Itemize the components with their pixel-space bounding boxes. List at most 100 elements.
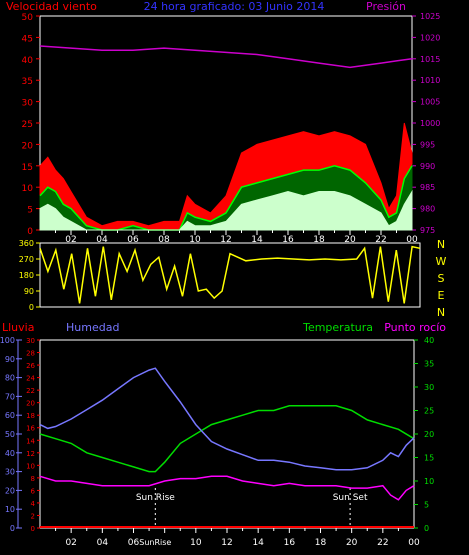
rain-y-tick-label: 4	[31, 500, 36, 508]
humidity-y-tick-label: 20	[5, 486, 15, 495]
temp-y-tick-label: 5	[424, 501, 429, 510]
compass-label: W	[436, 255, 447, 268]
humidity-y-tick-label: 0	[10, 524, 15, 533]
rain-axis-label: Lluvia	[2, 321, 34, 334]
temp-y-tick-label: 40	[424, 336, 434, 345]
pressure-y-tick-label: 1015	[420, 55, 440, 64]
humidity-y-tick-label: 80	[5, 374, 15, 383]
wind-avg-area	[39, 189, 413, 231]
rain-y-tick-label: 22	[26, 387, 35, 395]
rain-y-tick-label: 10	[26, 462, 35, 470]
wind-y-tick-label: 25	[22, 120, 33, 130]
pressure-y-tick-label: 975	[420, 226, 435, 235]
direction-y-tick-label: 270	[19, 255, 34, 264]
humidity-y-tick-label: 40	[5, 449, 15, 458]
wind-x-tick-label: 22	[375, 235, 386, 245]
climate-x-tick-label: 22	[377, 538, 388, 548]
climate-x-tick-label: 10	[190, 538, 202, 548]
rain-y-tick-label: 24	[26, 375, 35, 383]
compass-label: N	[437, 306, 445, 319]
wind-x-tick-label: 14	[251, 235, 263, 245]
pressure-y-tick-label: 1025	[420, 12, 440, 21]
temp-y-tick-label: 0	[424, 524, 429, 533]
wind-y-tick-label: 15	[22, 163, 33, 173]
pressure-y-tick-label: 995	[420, 140, 435, 149]
temperature-axis-label: Temperatura	[302, 321, 373, 334]
wind-x-tick-label: 08	[158, 235, 170, 245]
wind-x-tick-label: 10	[189, 235, 201, 245]
direction-y-tick-label: 0	[29, 303, 34, 312]
climate-x-tick-label: 04	[97, 538, 109, 548]
humidity-axis-label: Humedad	[66, 321, 119, 334]
rain-y-tick-label: 18	[26, 412, 35, 420]
pressure-axis-label: Presión	[366, 0, 406, 13]
rain-y-tick-label: 26	[26, 362, 35, 370]
temp-y-tick-label: 20	[424, 430, 434, 439]
wind-x-tick-label: 12	[220, 235, 231, 245]
temp-y-tick-label: 15	[424, 454, 434, 463]
wind-y-tick-label: 45	[22, 34, 33, 44]
pressure-y-tick-label: 1000	[420, 119, 440, 128]
humidity-y-tick-label: 10	[5, 505, 15, 514]
temp-y-tick-label: 35	[424, 360, 434, 369]
pressure-y-tick-label: 985	[420, 183, 435, 192]
wind-x-tick-label: 04	[96, 235, 108, 245]
temperature-line	[39, 405, 415, 473]
rain-y-tick-label: 20	[26, 400, 35, 408]
pressure-y-tick-label: 1020	[420, 33, 440, 42]
climate-x-tick-label: 18	[315, 538, 327, 548]
wind-y-tick-label: 50	[22, 13, 34, 23]
wind-y-tick-label: 10	[22, 184, 34, 194]
rain-y-tick-label: 12	[26, 450, 35, 458]
dewpoint-axis-label: Punto rocío	[384, 321, 446, 334]
sunrise-label: Sun Rise	[136, 493, 175, 503]
wind-y-tick-label: 5	[27, 206, 33, 216]
climate-x-tick-label: 06	[128, 538, 140, 548]
direction-y-tick-label: 360	[19, 239, 34, 248]
pressure-y-tick-label: 1005	[420, 98, 440, 107]
sunset-label: Sun Set	[333, 493, 368, 503]
humidity-y-tick-label: 70	[5, 392, 15, 401]
wind-x-tick-label: 06	[127, 235, 139, 245]
wind-y-tick-label: 0	[27, 227, 33, 237]
wind-y-tick-label: 20	[22, 141, 34, 151]
humidity-y-tick-label: 100	[0, 336, 15, 345]
wind-y-tick-label: 40	[22, 56, 34, 66]
compass-label: E	[438, 289, 445, 302]
direction-line	[39, 245, 421, 304]
rain-y-tick-label: 2	[31, 512, 35, 520]
rain-y-tick-label: 6	[31, 487, 36, 495]
humidity-y-tick-label: 30	[5, 468, 15, 477]
wind-mid-line	[39, 165, 413, 231]
wind-x-tick-label: 16	[282, 235, 294, 245]
climate-x-tick-label: 12	[221, 538, 232, 548]
rain-y-tick-label: 30	[26, 337, 35, 345]
wind-x-tick-label: 00	[406, 235, 418, 245]
wind-y-tick-label: 30	[22, 99, 34, 109]
direction-y-tick-label: 90	[24, 287, 34, 296]
temp-y-tick-label: 30	[424, 383, 434, 392]
rain-y-tick-label: 8	[31, 475, 35, 483]
climate-x-tick-label: 14	[252, 538, 264, 548]
climate-x-tick-label: 00	[408, 538, 420, 548]
dewpoint-line	[39, 475, 415, 501]
humidity-line	[39, 367, 415, 471]
pressure-y-tick-label: 1010	[420, 76, 440, 85]
rain-y-tick-label: 16	[26, 425, 35, 433]
wind-x-tick-label: 02	[65, 235, 76, 245]
humidity-y-tick-label: 50	[5, 430, 15, 439]
compass-label: S	[438, 272, 445, 285]
temp-y-tick-label: 25	[424, 407, 434, 416]
rain-y-tick-label: 14	[26, 437, 35, 445]
humidity-y-tick-label: 90	[5, 355, 15, 364]
climate-x-tick-label: 02	[65, 538, 76, 548]
climate-x-tick-label: 20	[346, 538, 358, 548]
climate-x-tick-label: 16	[284, 538, 296, 548]
rain-y-tick-label: 28	[26, 350, 35, 358]
wind-y-tick-label: 35	[22, 77, 33, 87]
humidity-y-tick-label: 60	[5, 411, 15, 420]
pressure-y-tick-label: 980	[420, 205, 435, 214]
direction-y-tick-label: 180	[19, 271, 34, 280]
compass-label: N	[437, 238, 445, 251]
